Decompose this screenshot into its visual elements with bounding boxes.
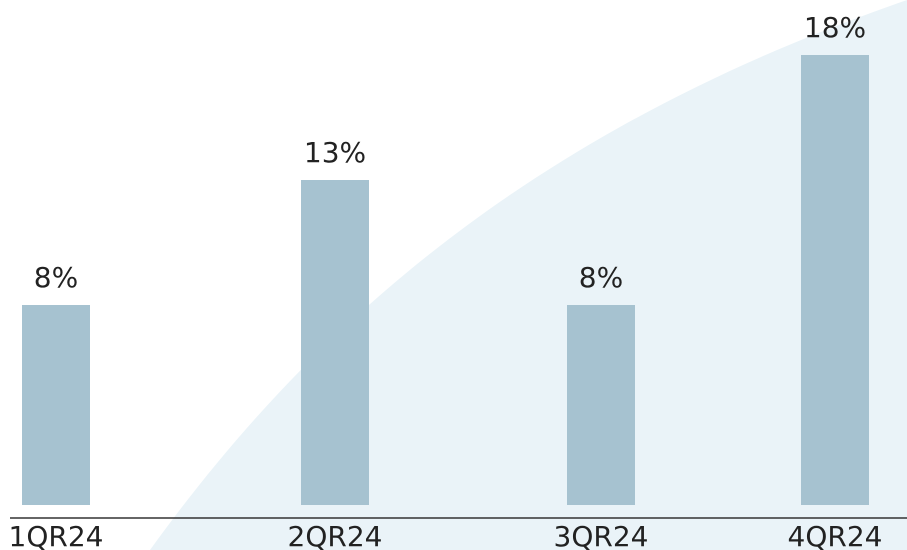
background-decorative-shape [150, 0, 907, 550]
x-tick-label: 4QR24 [788, 520, 883, 550]
bar-2QR24 [301, 180, 369, 505]
bar-value-label: 18% [804, 11, 866, 44]
bars-group [22, 55, 869, 505]
x-tick-label: 1QR24 [9, 520, 104, 550]
bar-value-label: 8% [34, 261, 78, 294]
x-tick-label: 2QR24 [288, 520, 383, 550]
x-axis-tick-labels: 1QR24 2QR24 3QR24 4QR24 [9, 520, 883, 550]
bar-value-labels: 8% 13% 8% 18% [34, 11, 866, 294]
bar-4QR24 [801, 55, 869, 505]
x-tick-label: 3QR24 [554, 520, 649, 550]
bar-value-label: 13% [304, 136, 366, 169]
bar-1QR24 [22, 305, 90, 505]
bar-3QR24 [567, 305, 635, 505]
bar-value-label: 8% [579, 261, 623, 294]
